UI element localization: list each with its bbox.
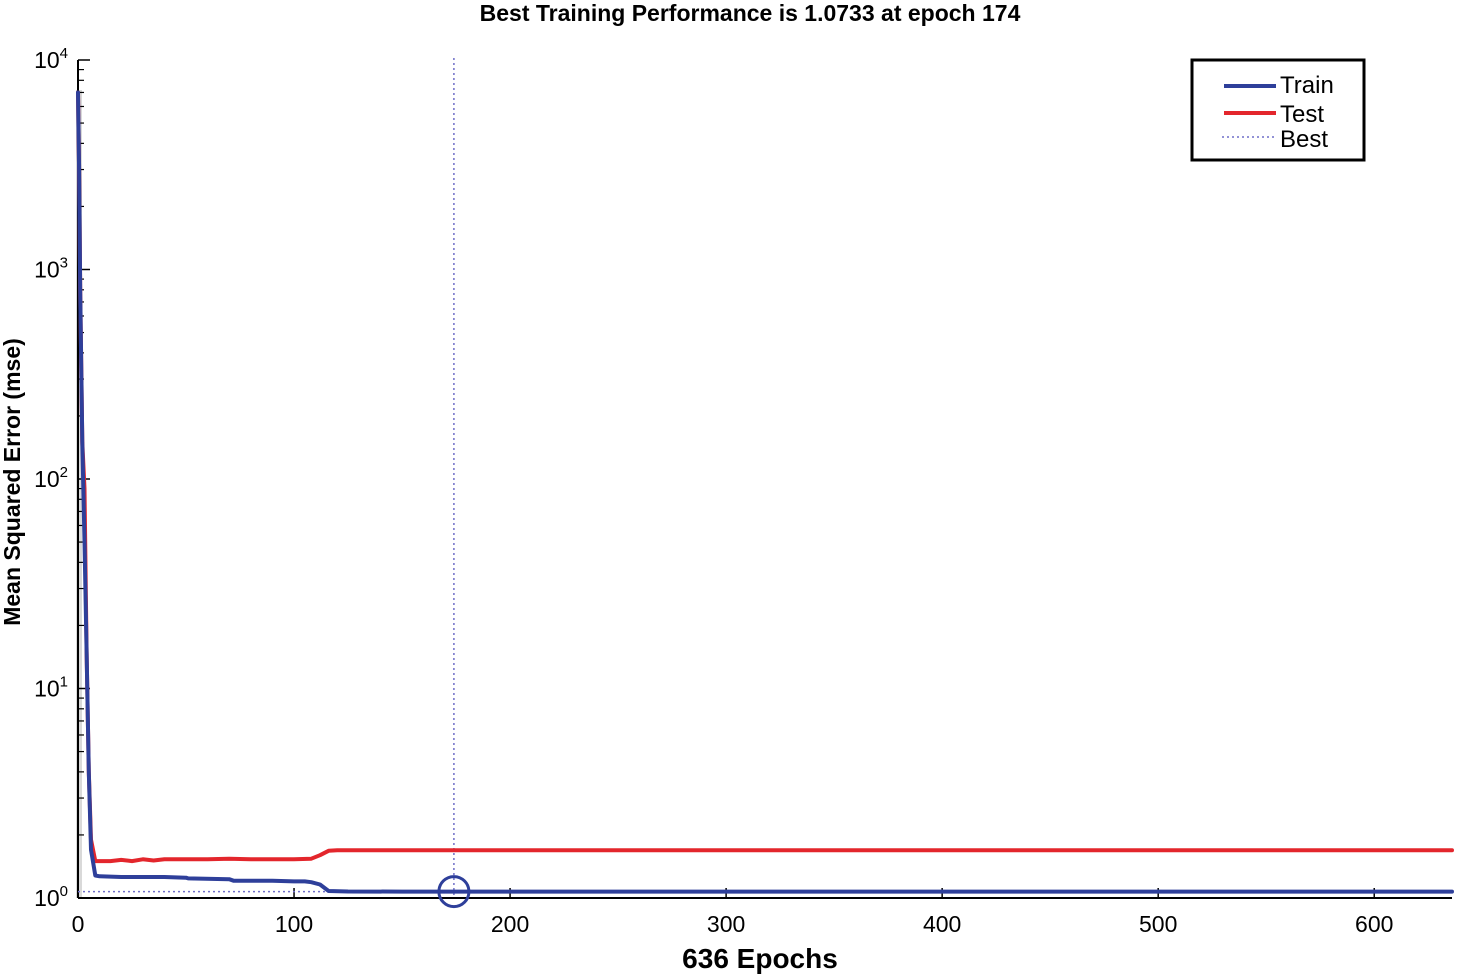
- series-line-test: [76, 90, 1454, 864]
- legend: Train Test Best: [1190, 58, 1366, 162]
- y-tick-label: 100: [34, 883, 68, 911]
- y-tick-label: 101: [34, 674, 68, 702]
- x-tick-label: 200: [491, 911, 529, 937]
- x-tick-label: 100: [275, 911, 313, 937]
- series-line-train: [76, 90, 1454, 894]
- x-tick-label: 600: [1355, 911, 1393, 937]
- x-tick-label: 300: [707, 911, 745, 937]
- y-tick-label: 104: [34, 45, 68, 73]
- y-tick-label: 102: [34, 464, 68, 492]
- legend-test-label: Test: [1280, 101, 1324, 128]
- best-point-marker: [437, 875, 471, 909]
- x-axis-label: 636 Epochs: [682, 943, 838, 974]
- x-tick-label: 400: [923, 911, 961, 937]
- y-axis-label: Mean Squared Error (mse): [0, 338, 25, 626]
- x-tick-label: 500: [1139, 911, 1177, 937]
- y-tick-label: 103: [34, 255, 68, 283]
- legend-best-label: Best: [1280, 126, 1328, 153]
- legend-train-label: Train: [1280, 72, 1334, 99]
- x-tick-label: 0: [72, 911, 85, 937]
- legend-box: [1190, 58, 1366, 162]
- chart-title: Best Training Performance is 1.0733 at e…: [480, 0, 1021, 26]
